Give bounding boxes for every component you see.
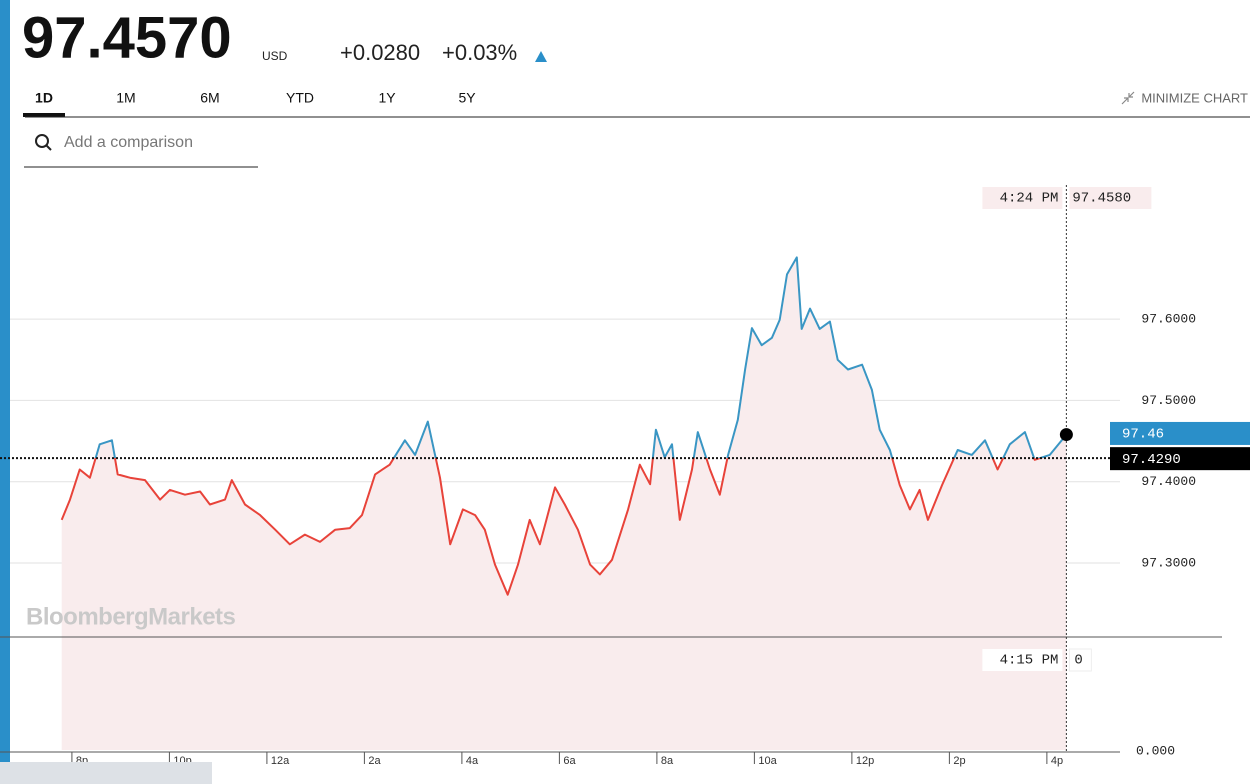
x-tick-label: 4a [466,755,479,767]
tab-label[interactable]: 1M [116,90,135,106]
x-tick-label: 2p [953,755,965,767]
search-placeholder[interactable]: Add a comparison [64,134,193,151]
search-icon-handle [45,144,52,151]
x-tick-label: 12a [271,755,290,767]
y-tick-label: 97.3000 [1141,555,1196,570]
tab[interactable]: 1M [116,90,135,106]
volume-tick-label: 0.000 [1136,743,1175,758]
x-tick-label: 12p [856,755,874,767]
tab-label[interactable]: 5Y [458,90,476,106]
tab-underline [23,113,65,117]
line-below [60,458,1044,596]
crosshair-volume-time: 4:15 PM [1000,653,1059,669]
tab[interactable]: 1D [23,90,65,117]
x-tick-label: 4p [1051,755,1063,767]
crosshair-time-bg [982,187,1063,209]
plot: 97.3000 97.4000 97.5000 97.6000 0.000 Bloombe… [0,185,1250,767]
last-tag [1110,421,1250,445]
scroll-area [0,762,212,784]
tab-label[interactable]: YTD [286,90,314,106]
crosshair-dot [1059,428,1073,442]
change: +0.0280 [340,40,420,65]
crosshair-price-bg [1069,187,1152,209]
tab[interactable]: 1Y [378,90,396,106]
minimize-label[interactable]: MINIMIZE CHART [1141,90,1248,105]
last-label: 97.46 [1122,427,1164,443]
price: 97.4570 [22,5,232,70]
search[interactable]: Add a comparison [24,134,258,168]
change-percent: +0.03% [442,40,517,65]
x-tick-label: 2a [368,755,381,767]
up-arrow [535,51,547,62]
minimize-icon [1121,91,1135,105]
tab-label[interactable]: 6M [200,90,219,106]
x-tick-label: 10a [758,755,777,767]
y-tick-label: 97.6000 [1141,312,1196,327]
crosshair-time: 4:24 PM [1000,191,1059,207]
reference-label: 97.4290 [1122,452,1181,468]
search-icon [35,134,49,148]
tab[interactable]: 5Y [458,90,476,106]
tabs: 1D 1M 6M YTD 1Y 5Y [23,90,476,117]
x-tick-label: 8a [661,755,674,767]
tab-label[interactable]: 1D [35,90,53,106]
crosshair-volume-time-bg [982,649,1063,671]
line-above [94,256,1068,459]
crosshair-volume: 0 [1074,653,1082,669]
watermark: BloombergMarkets [26,603,236,630]
y-tick-label: 97.4000 [1141,474,1196,489]
side-bar [0,0,10,784]
tab-label[interactable]: 1Y [378,90,396,106]
x-tick-label: 6a [563,755,576,767]
reference-tag [1110,447,1250,471]
y-tick-label: 97.5000 [1141,393,1196,408]
minimize-button[interactable]: MINIMIZE CHART [1121,90,1248,105]
tab[interactable]: YTD [286,90,314,106]
tab[interactable]: 6M [200,90,219,106]
crosshair-volume-bg [1068,648,1092,672]
crosshair-price: 97.4580 [1072,191,1131,207]
currency: USD [262,49,288,63]
